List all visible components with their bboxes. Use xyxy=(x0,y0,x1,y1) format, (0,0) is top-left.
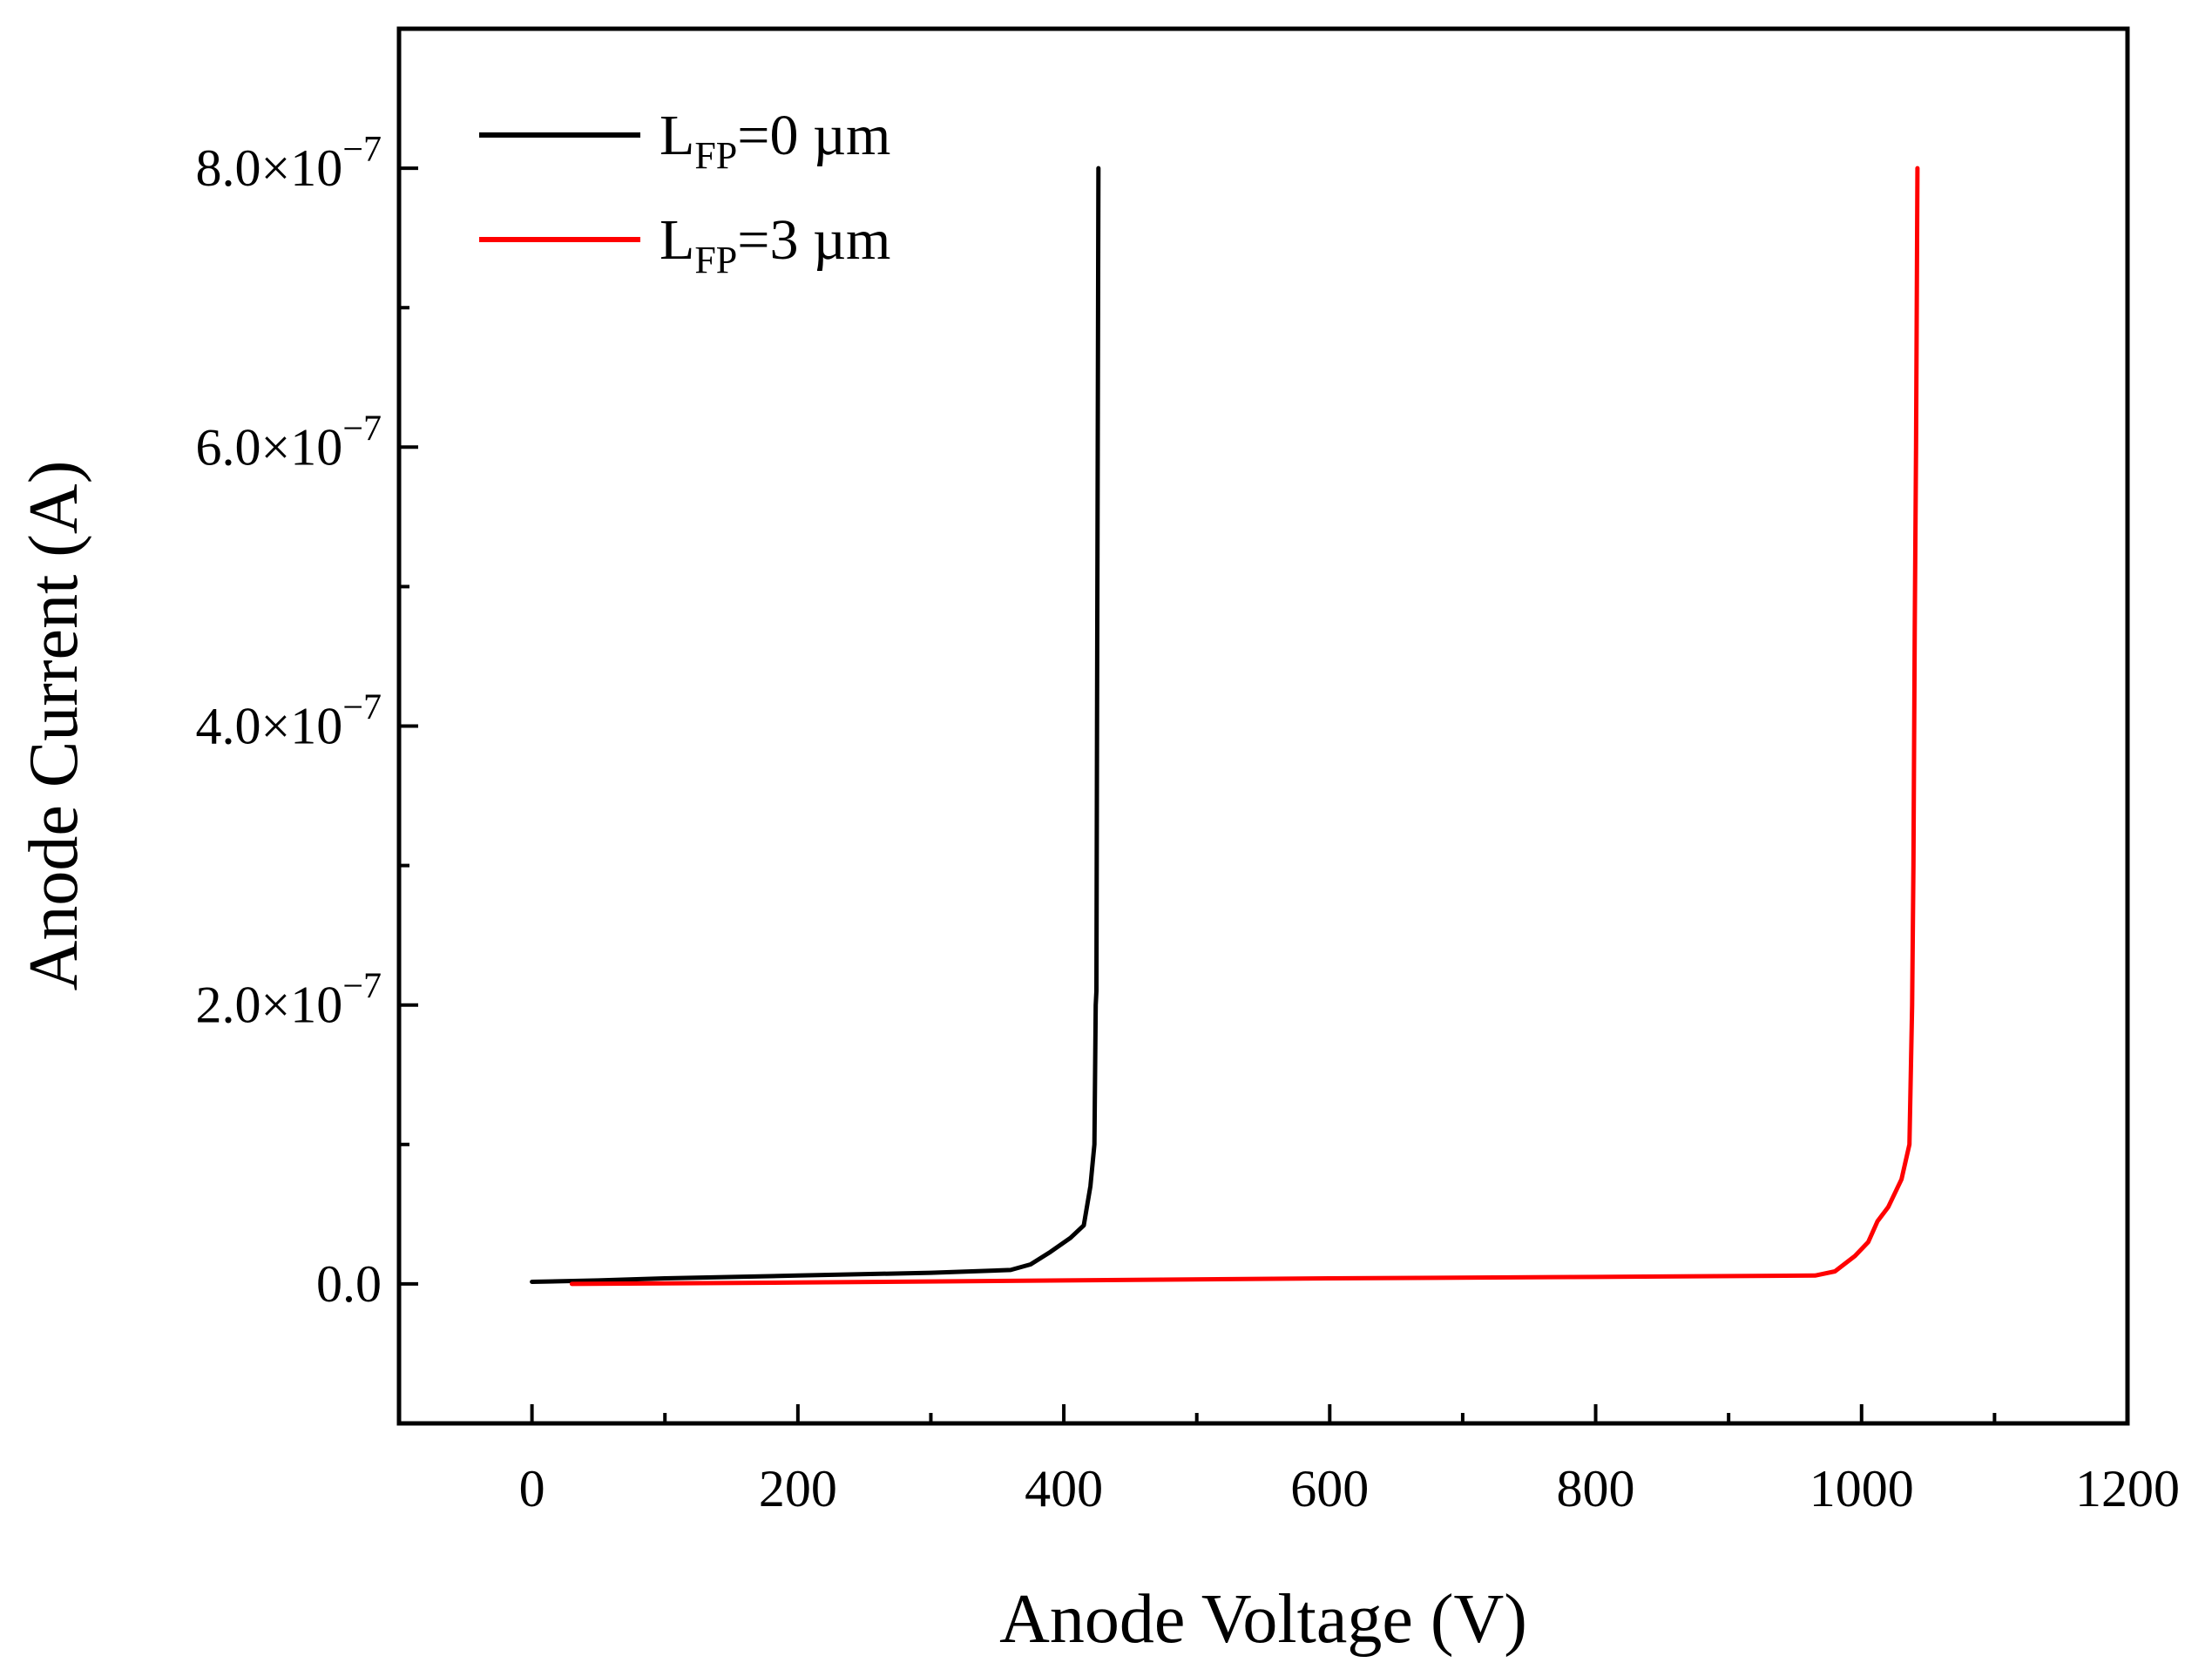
y-tick-exponent: −7 xyxy=(342,409,382,449)
y-tick-mantissa: 0.0 xyxy=(316,1255,382,1313)
x-tick-label: 400 xyxy=(1025,1460,1103,1517)
x-tick-label: 1200 xyxy=(2075,1460,2180,1517)
y-tick-mantissa: 4.0×10 xyxy=(195,698,342,755)
series-line-lfp-0um xyxy=(530,166,1101,1284)
y-tick-label: 6.0×10−7 xyxy=(195,409,382,476)
y-axis-title: Anode Current (A) xyxy=(16,461,92,991)
x-tick-label: 600 xyxy=(1290,1460,1369,1517)
series-layer xyxy=(530,166,1920,1287)
y-tick-mantissa: 2.0×10 xyxy=(195,977,342,1034)
y-tick-label: 8.0×10−7 xyxy=(195,130,382,197)
legend-label-subscript: FP xyxy=(694,134,737,177)
y-tick-exponent: −7 xyxy=(342,688,382,728)
legend-label: LFP=0 µm xyxy=(660,104,890,177)
legend-label-subscript: FP xyxy=(694,239,737,281)
x-tick-label: 0 xyxy=(519,1460,545,1517)
legend-label-rest: =0 µm xyxy=(737,104,890,167)
legend-label-main: L xyxy=(660,208,694,272)
plot-frame xyxy=(396,26,2130,1426)
y-tick-exponent: −7 xyxy=(342,130,382,170)
x-tick-label: 800 xyxy=(1557,1460,1635,1517)
y-tick-mantissa: 6.0×10 xyxy=(195,418,342,476)
legend-label-rest: =3 µm xyxy=(737,208,890,272)
y-tick-label: 0.0 xyxy=(316,1255,382,1313)
y-axis: 0.02.0×10−74.0×10−76.0×10−78.0×10−7 xyxy=(195,130,418,1313)
x-tick-label: 1000 xyxy=(1810,1460,1914,1517)
x-tick-label: 200 xyxy=(759,1460,837,1517)
y-tick-exponent: −7 xyxy=(342,967,382,1007)
legend-label: LFP=3 µm xyxy=(660,208,890,281)
series-line-lfp-3um xyxy=(569,166,1920,1287)
x-axis: 0 200 400 600 800 1000 1200 xyxy=(519,1404,2180,1517)
y-tick-label: 2.0×10−7 xyxy=(195,967,382,1034)
legend-label-main: L xyxy=(660,104,694,167)
x-axis-title: Anode Voltage (V) xyxy=(999,1581,1527,1658)
y-tick-label: 4.0×10−7 xyxy=(195,688,382,755)
y-tick-mantissa: 8.0×10 xyxy=(195,139,342,197)
